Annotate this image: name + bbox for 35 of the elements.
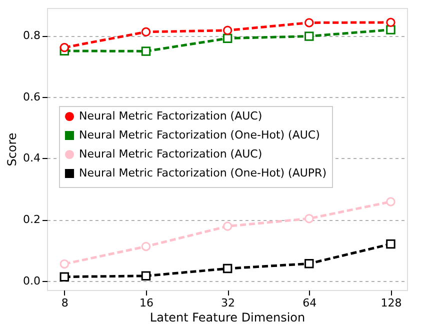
point	[141, 27, 151, 37]
point	[386, 18, 396, 28]
y-tick-label: 0.8	[23, 29, 40, 42]
legend-label: Neural Metric Factorization (AUC)	[79, 148, 262, 160]
point	[304, 18, 314, 28]
point	[222, 222, 232, 231]
legend-label: Neural Metric Factorization (AUC)	[79, 110, 262, 122]
point	[60, 259, 70, 269]
y-tick-label: 0.6	[23, 90, 40, 104]
point	[386, 25, 396, 34]
x-axis-title: Latent Feature Dimension	[150, 310, 306, 324]
y-tick-label: 0.2	[23, 213, 40, 226]
point	[222, 34, 232, 43]
point	[60, 42, 70, 52]
point	[60, 272, 70, 282]
x-tick-label: 64	[302, 296, 317, 310]
y-axis-title: Score	[5, 132, 20, 166]
legend-label: Neural Metric Factorization (One-Hot) (AUC)	[79, 128, 320, 142]
point	[386, 239, 396, 249]
point	[386, 197, 396, 206]
point	[304, 214, 314, 224]
y-tick-label: 0.4	[23, 152, 40, 165]
point	[141, 242, 151, 252]
x-tick-label: 128	[380, 296, 402, 310]
point	[222, 264, 232, 274]
x-tick-label: 32	[221, 296, 236, 310]
point	[304, 32, 314, 41]
point	[141, 46, 151, 56]
legend-label: Neural Metric Factorization (One-Hot) (AUPR)	[79, 166, 326, 180]
x-tick-label: 16	[139, 296, 154, 310]
x-tick-label: 8	[61, 296, 68, 310]
point	[304, 259, 314, 268]
point	[222, 26, 232, 35]
point	[141, 271, 151, 281]
y-tick-label: 0.0	[23, 274, 40, 288]
